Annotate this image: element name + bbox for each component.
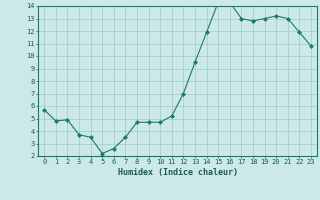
X-axis label: Humidex (Indice chaleur): Humidex (Indice chaleur) (118, 168, 238, 177)
